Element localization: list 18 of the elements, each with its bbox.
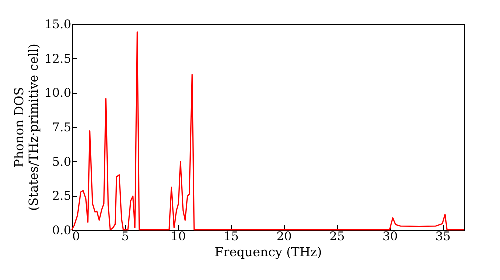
x-tick-label: 30: [382, 230, 398, 244]
y-axis-title: Phonon DOS (States/THz·primitive cell): [11, 44, 41, 212]
y-tick-label: 15.0: [44, 18, 72, 32]
y-tick-label: 10.0: [44, 86, 72, 100]
x-tick-label: 10: [170, 230, 186, 244]
x-tick-label: 5: [122, 230, 130, 244]
x-axis-title: Frequency (THz): [214, 244, 322, 260]
line-series: [71, 32, 465, 231]
y-tick-label: 7.5: [52, 120, 72, 134]
x-tick-label: 25: [330, 230, 346, 244]
y-tick-label: 5.0: [52, 154, 72, 169]
x-tick-label: 0: [72, 230, 80, 244]
x-tick-label: 15: [224, 230, 240, 244]
x-tick-label: 35: [436, 230, 451, 244]
y-tick-label: 12.5: [44, 52, 72, 66]
x-tick-label: 20: [276, 230, 292, 244]
y-tick-label: 2.5: [52, 189, 72, 204]
y-tick-label: 0.0: [52, 224, 72, 238]
